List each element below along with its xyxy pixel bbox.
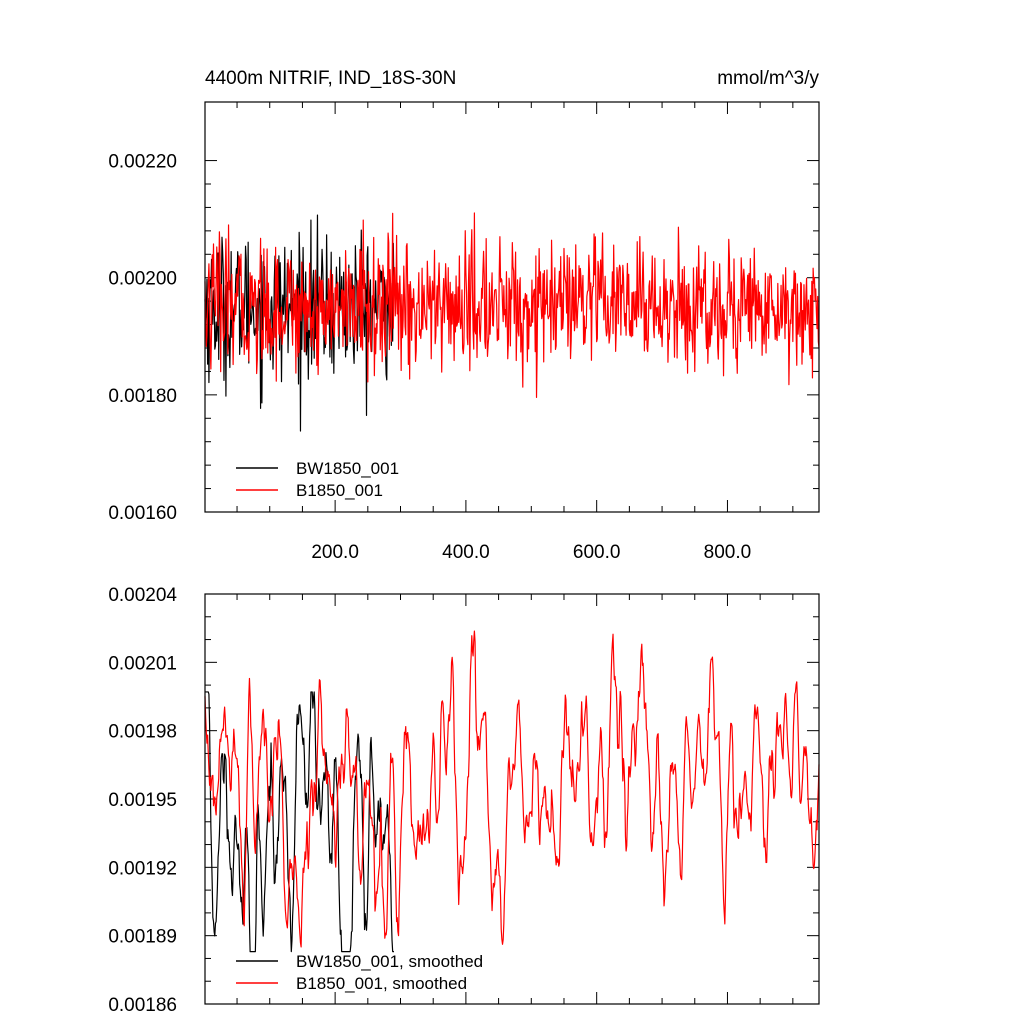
top-ytick-label: 0.00180 [108,386,177,407]
top-plot-frame [204,101,820,513]
top-title-right: mmol/m^3/y [717,68,819,89]
bottom-series-line-b1850 [204,630,820,948]
top-series-line-b1850 [204,212,820,398]
bottom-ytick-label: 0.00189 [108,927,177,948]
top-panel: 4400m NITRIF, IND_18S-30N mmol/m^3/y 0.0… [108,68,820,563]
top-xtick-label: 600.0 [573,542,621,563]
bottom-series-group [204,630,820,953]
top-ytick-label: 0.00220 [108,152,177,173]
bottom-legend-label-bw: BW1850_001, smoothed [296,952,483,971]
bottom-ytick-label: 0.00201 [108,653,177,674]
top-title-left: 4400m NITRIF, IND_18S-30N [205,68,456,89]
bottom-ytick-label: 0.00195 [108,790,177,811]
bottom-plot-frame [204,593,820,1005]
bottom-panel: 0.00186 0.00189 0.00192 0.00195 0.00198 0.002… [108,585,820,1016]
bottom-ytick-label: 0.00198 [108,722,177,743]
bottom-legend-label-b: B1850_001, smoothed [296,974,467,993]
top-xtick-label: 800.0 [704,542,752,563]
top-series-group [204,212,820,432]
bottom-ytick-label: 0.00186 [108,995,177,1016]
top-xtick-label: 400.0 [442,542,490,563]
bottom-ytick-label: 0.00192 [108,858,177,879]
top-legend: BW1850_001 B1850_001 [236,459,399,500]
top-ytick-label: 0.00160 [108,503,177,524]
bottom-series-line-bw1850 [205,691,394,953]
bottom-axis-ticks: 0.00186 0.00189 0.00192 0.00195 0.00198 0.002… [108,585,819,1016]
top-ytick-label: 0.00200 [108,269,177,290]
bottom-legend: BW1850_001, smoothed B1850_001, smoothed [236,952,483,993]
top-xtick-label: 200.0 [311,542,359,563]
top-legend-label-b: B1850_001 [296,481,383,500]
top-legend-label-bw: BW1850_001 [296,459,399,478]
bottom-ytick-label: 0.00204 [108,585,177,606]
